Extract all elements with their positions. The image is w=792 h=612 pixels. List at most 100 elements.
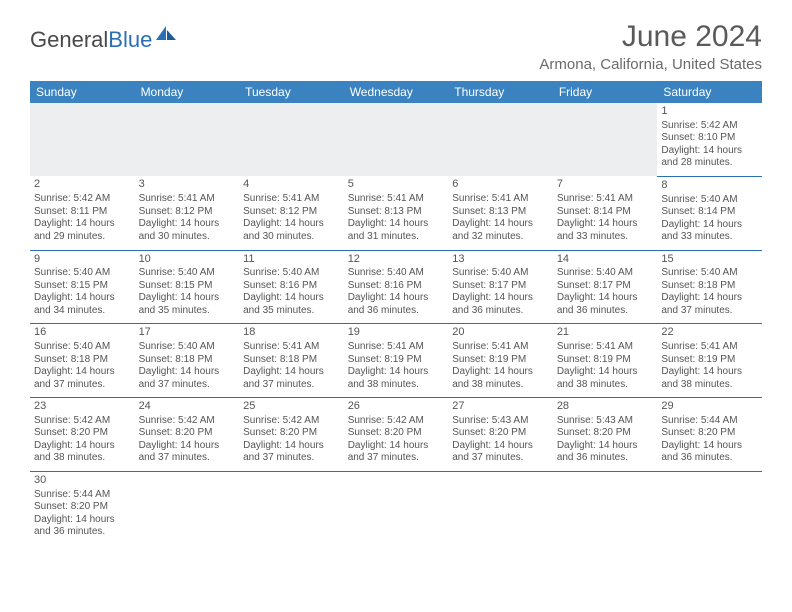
day-number: 30	[34, 474, 131, 488]
day-number: 26	[348, 400, 445, 414]
cell-line: and 34 minutes.	[34, 305, 131, 318]
cell-line: and 38 minutes.	[557, 379, 654, 392]
cell-line: Sunrise: 5:40 AM	[139, 341, 236, 354]
cell-line: Daylight: 14 hours	[348, 440, 445, 453]
calendar-cell	[135, 103, 240, 176]
day-number: 19	[348, 326, 445, 340]
calendar-cell	[344, 471, 449, 544]
day-number: 23	[34, 400, 131, 414]
cell-line: Sunset: 8:14 PM	[557, 206, 654, 219]
cell-line: Sunrise: 5:44 AM	[661, 415, 758, 428]
cell-line: Sunset: 8:20 PM	[661, 427, 758, 440]
cell-line: Sunrise: 5:42 AM	[243, 415, 340, 428]
cell-line: Sunset: 8:20 PM	[34, 427, 131, 440]
logo: GeneralBlue	[30, 24, 178, 56]
cell-line: Sunset: 8:13 PM	[452, 206, 549, 219]
calendar-cell: 5Sunrise: 5:41 AMSunset: 8:13 PMDaylight…	[344, 176, 449, 250]
logo-text-blue: Blue	[108, 27, 152, 52]
cell-line: and 28 minutes.	[661, 157, 758, 170]
calendar-cell: 11Sunrise: 5:40 AMSunset: 8:16 PMDayligh…	[239, 250, 344, 324]
day-number: 17	[139, 326, 236, 340]
cell-line: Daylight: 14 hours	[139, 292, 236, 305]
cell-line: Daylight: 14 hours	[452, 366, 549, 379]
calendar-cell: 12Sunrise: 5:40 AMSunset: 8:16 PMDayligh…	[344, 250, 449, 324]
calendar-cell: 7Sunrise: 5:41 AMSunset: 8:14 PMDaylight…	[553, 176, 658, 250]
day-number: 5	[348, 178, 445, 192]
cell-line: Sunset: 8:20 PM	[452, 427, 549, 440]
day-number: 25	[243, 400, 340, 414]
cell-line: and 37 minutes.	[34, 379, 131, 392]
calendar-cell: 3Sunrise: 5:41 AMSunset: 8:12 PMDaylight…	[135, 176, 240, 250]
month-title: June 2024	[539, 20, 762, 54]
calendar-body: 1Sunrise: 5:42 AMSunset: 8:10 PMDaylight…	[30, 103, 762, 545]
cell-line: Daylight: 14 hours	[139, 440, 236, 453]
calendar-cell	[448, 471, 553, 544]
cell-line: Sunrise: 5:40 AM	[661, 267, 758, 280]
cell-line: Daylight: 14 hours	[661, 219, 758, 232]
day-number: 4	[243, 178, 340, 192]
cell-line: Daylight: 14 hours	[139, 218, 236, 231]
cell-line: Sunrise: 5:41 AM	[348, 341, 445, 354]
cell-line: Daylight: 14 hours	[34, 218, 131, 231]
calendar-cell: 2Sunrise: 5:42 AMSunset: 8:11 PMDaylight…	[30, 176, 135, 250]
cell-line: and 37 minutes.	[661, 305, 758, 318]
cell-line: Sunset: 8:19 PM	[661, 354, 758, 367]
sail-icon	[154, 24, 178, 42]
cell-line: Daylight: 14 hours	[139, 366, 236, 379]
calendar-cell: 10Sunrise: 5:40 AMSunset: 8:15 PMDayligh…	[135, 250, 240, 324]
cell-line: Daylight: 14 hours	[557, 218, 654, 231]
cell-line: and 37 minutes.	[139, 452, 236, 465]
cell-line: Sunset: 8:18 PM	[661, 280, 758, 293]
day-number: 16	[34, 326, 131, 340]
cell-line: Sunset: 8:11 PM	[34, 206, 131, 219]
cell-line: and 38 minutes.	[348, 379, 445, 392]
cell-line: Sunset: 8:20 PM	[348, 427, 445, 440]
cell-line: Sunset: 8:17 PM	[452, 280, 549, 293]
cell-line: and 29 minutes.	[34, 231, 131, 244]
calendar-cell: 13Sunrise: 5:40 AMSunset: 8:17 PMDayligh…	[448, 250, 553, 324]
cell-line: and 35 minutes.	[139, 305, 236, 318]
cell-line: Daylight: 14 hours	[348, 292, 445, 305]
cell-line: Sunset: 8:20 PM	[34, 501, 131, 514]
cell-line: and 36 minutes.	[661, 452, 758, 465]
calendar-cell: 4Sunrise: 5:41 AMSunset: 8:12 PMDaylight…	[239, 176, 344, 250]
calendar-cell: 29Sunrise: 5:44 AMSunset: 8:20 PMDayligh…	[657, 398, 762, 472]
cell-line: Daylight: 14 hours	[243, 292, 340, 305]
calendar-cell: 21Sunrise: 5:41 AMSunset: 8:19 PMDayligh…	[553, 324, 658, 398]
calendar-cell	[239, 103, 344, 176]
day-number: 7	[557, 178, 654, 192]
cell-line: Sunrise: 5:41 AM	[557, 193, 654, 206]
cell-line: Daylight: 14 hours	[452, 218, 549, 231]
cell-line: Daylight: 14 hours	[557, 292, 654, 305]
calendar-row: 23Sunrise: 5:42 AMSunset: 8:20 PMDayligh…	[30, 398, 762, 472]
cell-line: Sunset: 8:15 PM	[34, 280, 131, 293]
day-number: 28	[557, 400, 654, 414]
cell-line: and 36 minutes.	[557, 452, 654, 465]
day-header: Wednesday	[344, 81, 449, 103]
day-number: 15	[661, 253, 758, 267]
calendar-cell	[448, 103, 553, 176]
cell-line: Daylight: 14 hours	[661, 440, 758, 453]
cell-line: Sunset: 8:20 PM	[243, 427, 340, 440]
cell-line: and 36 minutes.	[34, 526, 131, 539]
calendar-cell: 9Sunrise: 5:40 AMSunset: 8:15 PMDaylight…	[30, 250, 135, 324]
cell-line: Sunrise: 5:41 AM	[139, 193, 236, 206]
calendar-table: Sunday Monday Tuesday Wednesday Thursday…	[30, 81, 762, 545]
cell-line: Sunrise: 5:42 AM	[139, 415, 236, 428]
cell-line: Sunset: 8:12 PM	[139, 206, 236, 219]
day-number: 12	[348, 253, 445, 267]
cell-line: Sunset: 8:13 PM	[348, 206, 445, 219]
cell-line: and 38 minutes.	[34, 452, 131, 465]
calendar-row: 9Sunrise: 5:40 AMSunset: 8:15 PMDaylight…	[30, 250, 762, 324]
cell-line: Sunset: 8:10 PM	[661, 132, 758, 145]
title-block: June 2024 Armona, California, United Sta…	[539, 20, 762, 73]
day-header-row: Sunday Monday Tuesday Wednesday Thursday…	[30, 81, 762, 103]
cell-line: and 37 minutes.	[243, 452, 340, 465]
cell-line: Sunrise: 5:40 AM	[34, 341, 131, 354]
cell-line: Daylight: 14 hours	[243, 440, 340, 453]
day-header: Tuesday	[239, 81, 344, 103]
cell-line: Sunset: 8:14 PM	[661, 206, 758, 219]
cell-line: Daylight: 14 hours	[661, 292, 758, 305]
page-header: GeneralBlue June 2024 Armona, California…	[30, 20, 762, 73]
day-header: Friday	[553, 81, 658, 103]
